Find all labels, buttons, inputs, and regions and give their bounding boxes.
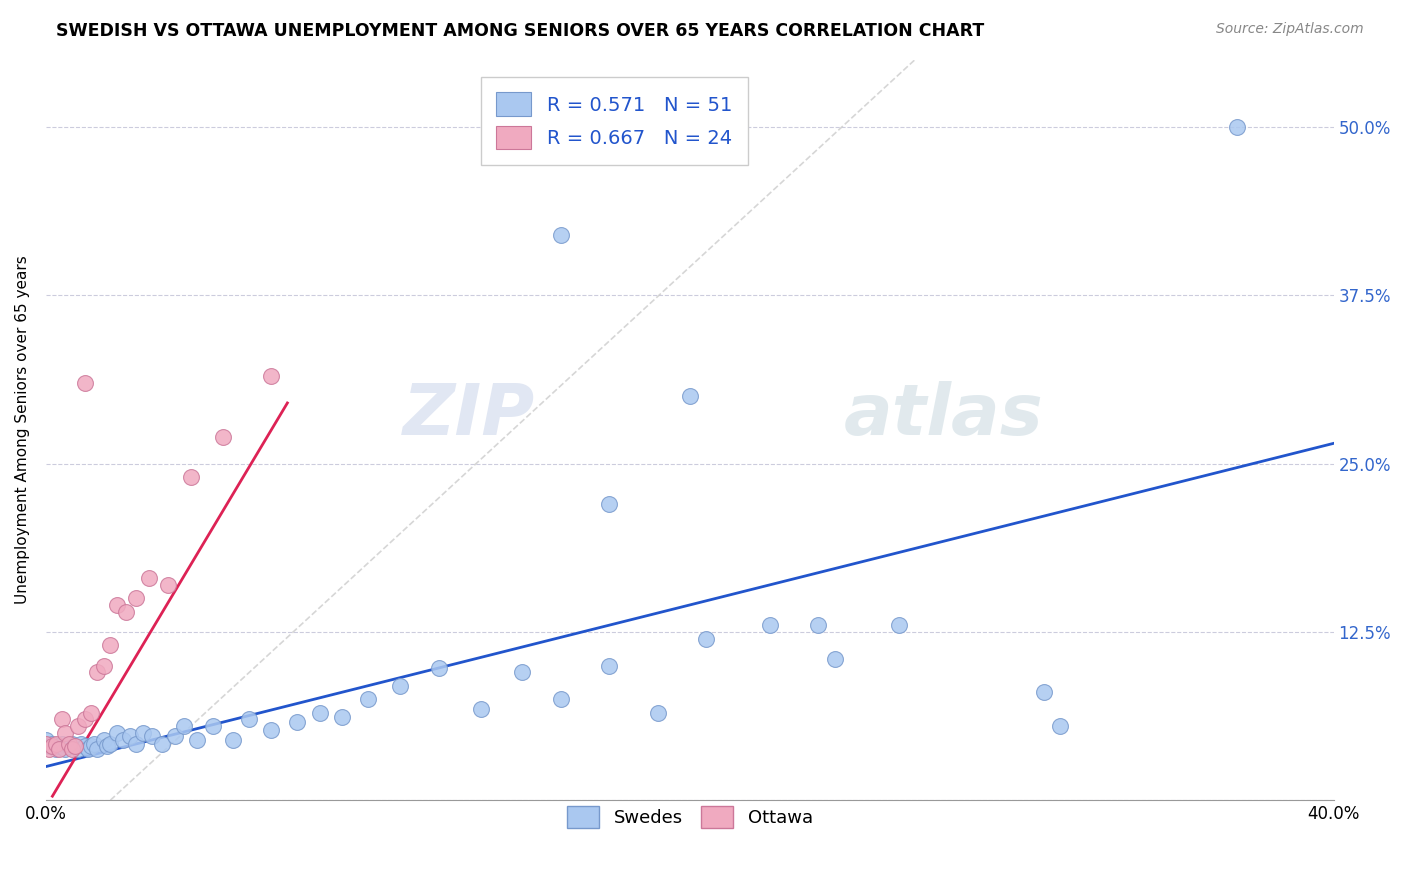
Point — [598, 497, 620, 511]
Point — [118, 729, 141, 743]
Point — [38, 742, 60, 756]
Point — [115, 605, 138, 619]
Point — [238, 713, 260, 727]
Point — [67, 719, 90, 733]
Point — [260, 369, 283, 384]
Point — [93, 732, 115, 747]
Point — [70, 737, 93, 751]
Point — [186, 732, 208, 747]
Point — [38, 739, 60, 754]
Point — [63, 739, 86, 754]
Point — [308, 706, 330, 720]
Point — [131, 726, 153, 740]
Point — [157, 578, 180, 592]
Point — [173, 719, 195, 733]
Point — [330, 710, 353, 724]
Point — [73, 739, 96, 754]
Point — [112, 732, 135, 747]
Point — [67, 742, 90, 756]
Point — [550, 692, 572, 706]
Point — [53, 742, 76, 756]
Point — [58, 739, 80, 754]
Point — [807, 618, 830, 632]
Point — [202, 719, 225, 733]
Point — [105, 598, 128, 612]
Point — [45, 737, 67, 751]
Point — [647, 706, 669, 720]
Point — [86, 742, 108, 756]
Point — [73, 376, 96, 390]
Point — [824, 652, 846, 666]
Point — [86, 665, 108, 680]
Point — [679, 389, 702, 403]
Point — [427, 661, 450, 675]
Point — [550, 227, 572, 242]
Point — [389, 679, 412, 693]
Point — [512, 665, 534, 680]
Point — [48, 742, 70, 756]
Point — [180, 470, 202, 484]
Point — [60, 737, 83, 751]
Point — [1226, 120, 1249, 134]
Text: Source: ZipAtlas.com: Source: ZipAtlas.com — [1216, 22, 1364, 37]
Point — [470, 701, 492, 715]
Point — [163, 729, 186, 743]
Point — [60, 742, 83, 756]
Point — [73, 713, 96, 727]
Point — [41, 739, 63, 754]
Point — [48, 739, 70, 754]
Point — [598, 658, 620, 673]
Point — [125, 737, 148, 751]
Point — [357, 692, 380, 706]
Point — [887, 618, 910, 632]
Point — [138, 571, 160, 585]
Legend: Swedes, Ottawa: Swedes, Ottawa — [560, 799, 820, 836]
Text: ZIP: ZIP — [404, 381, 536, 450]
Point — [96, 739, 118, 754]
Point — [35, 737, 58, 751]
Point — [105, 726, 128, 740]
Point — [98, 638, 121, 652]
Point — [98, 737, 121, 751]
Point — [221, 732, 243, 747]
Point — [53, 726, 76, 740]
Point — [80, 739, 103, 754]
Point — [260, 723, 283, 738]
Point — [76, 742, 98, 756]
Point — [58, 737, 80, 751]
Point — [1032, 685, 1054, 699]
Point — [212, 430, 235, 444]
Point — [759, 618, 782, 632]
Y-axis label: Unemployment Among Seniors over 65 years: Unemployment Among Seniors over 65 years — [15, 255, 30, 604]
Point — [93, 658, 115, 673]
Point — [45, 742, 67, 756]
Point — [150, 737, 173, 751]
Point — [51, 713, 73, 727]
Point — [80, 706, 103, 720]
Point — [285, 715, 308, 730]
Point — [1049, 719, 1071, 733]
Point — [83, 737, 105, 751]
Point — [51, 737, 73, 751]
Point — [35, 732, 58, 747]
Point — [695, 632, 717, 646]
Point — [41, 737, 63, 751]
Point — [63, 739, 86, 754]
Point — [141, 729, 163, 743]
Text: atlas: atlas — [844, 381, 1045, 450]
Point — [125, 591, 148, 606]
Text: SWEDISH VS OTTAWA UNEMPLOYMENT AMONG SENIORS OVER 65 YEARS CORRELATION CHART: SWEDISH VS OTTAWA UNEMPLOYMENT AMONG SEN… — [56, 22, 984, 40]
